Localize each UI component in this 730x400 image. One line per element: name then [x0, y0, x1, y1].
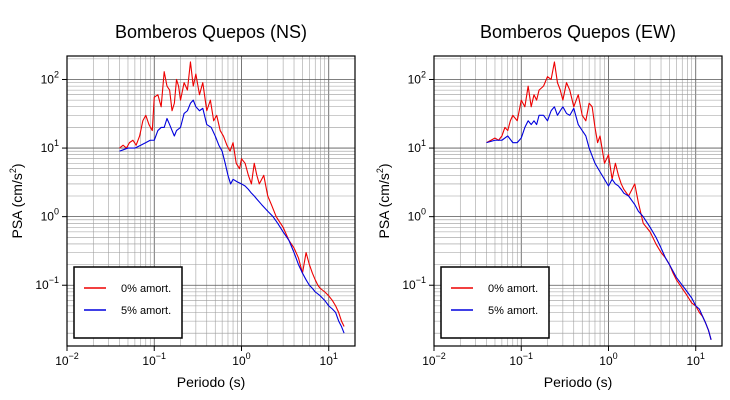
chart-ns-x-tick-base: 10	[232, 354, 246, 368]
chart-ns-plot	[119, 61, 345, 334]
chart-ns-y-tick-label-0: 10−1	[35, 275, 59, 292]
chart-ew-x-tick-exp: −2	[436, 351, 446, 361]
chart-ew-y-tick-label-3: 102	[408, 69, 426, 86]
chart-ns-y-tick-base: 10	[41, 210, 55, 224]
chart-ns-title: Bomberos Quepos (NS)	[115, 22, 307, 42]
chart-ew-x-tick-exp: −1	[523, 351, 533, 361]
chart-ew-y-tick-base: 10	[408, 72, 422, 86]
chart-ns-y-tick-base: 10	[35, 278, 49, 292]
chart-ns-y-tick-base: 10	[41, 72, 55, 86]
chart-ns-legend-label-0: 0% amort.	[121, 283, 171, 295]
chart-ns-y-tick-label-2: 101	[41, 138, 59, 155]
chart-ew-x-tick-base: 10	[599, 354, 613, 368]
chart-ns-y-tick-exp: 1	[54, 138, 59, 148]
chart-ns-x-tick-exp: 1	[333, 351, 338, 361]
chart-ew-ylabel-suffix: )	[376, 163, 392, 168]
chart-ew-ylabel-prefix: PSA (cm/s	[376, 173, 392, 238]
chart-ew-legend: 0% amort. 5% amort.	[440, 266, 550, 339]
chart-ns-x-ticks: 10−2 10−1 100 101	[55, 346, 338, 368]
chart-ns-x-tick-label-3: 101	[320, 351, 338, 368]
chart-ew-plot	[486, 61, 712, 340]
chart-ew-y-tick-label-1: 100	[408, 207, 426, 224]
chart-ew-y-tick-label-2: 101	[408, 138, 426, 155]
chart-ew-ylabel: PSA (cm/s2)	[375, 163, 392, 238]
chart-ew-x-tick-exp: 0	[613, 351, 618, 361]
chart-ew-y-tick-label-0: 10−1	[402, 275, 426, 292]
chart-ns-y-tick-exp: −1	[49, 275, 59, 285]
chart-ew-x-ticks: 10−2 10−1 100 101	[422, 346, 705, 368]
chart-ew-y-tick-base: 10	[408, 210, 422, 224]
chart-ew-legend-label-0: 0% amort.	[488, 283, 538, 295]
chart-ns-series-1-line	[119, 99, 345, 334]
chart-ew-y-tick-base: 10	[402, 278, 416, 292]
chart-ew-x-tick-exp: 1	[700, 351, 705, 361]
chart-ew-x-tick-base: 10	[422, 354, 436, 368]
chart-ew-legend-box	[440, 266, 550, 339]
chart-ns-y-tick-base: 10	[41, 141, 55, 155]
chart-ew-y-tick-exp: 2	[421, 69, 426, 79]
chart-ew-x-tick-base: 10	[509, 354, 523, 368]
chart-ns-x-tick-label-2: 100	[232, 351, 250, 368]
chart-ew-title: Bomberos Quepos (EW)	[480, 22, 676, 42]
chart-ew-series-1-line	[486, 106, 712, 340]
chart-ns-y-tick-exp: 2	[54, 69, 59, 79]
chart-ew-x-tick-label-0: 10−2	[422, 351, 446, 368]
chart-ns-x-tick-base: 10	[55, 354, 69, 368]
chart-ns-grid	[66, 56, 356, 346]
chart-ew-series-0-line	[486, 61, 712, 340]
chart-ew-x-tick-label-1: 10−1	[509, 351, 533, 368]
chart-ns-ylabel-prefix: PSA (cm/s	[9, 173, 25, 238]
chart-ns-y-tick-exp: 0	[54, 207, 59, 217]
chart-ns-x-tick-base: 10	[320, 354, 334, 368]
chart-ew-xlabel: Periodo (s)	[544, 374, 612, 390]
chart-ew-y-tick-exp: 0	[421, 207, 426, 217]
chart-ew: Bomberos Quepos (EW) 10−2 10−1 100 101 10−1…	[375, 22, 723, 390]
chart-ns-y-tick-label-1: 100	[41, 207, 59, 224]
chart-ew-x-tick-base: 10	[687, 354, 701, 368]
chart-ns-legend: 0% amort. 5% amort.	[73, 266, 183, 339]
chart-ew-legend-label-1: 5% amort.	[488, 305, 538, 317]
chart-ew-y-tick-exp: 1	[421, 138, 426, 148]
chart-ns-legend-label-1: 5% amort.	[121, 305, 171, 317]
chart-ns-x-tick-exp: −2	[69, 351, 79, 361]
chart-ew-ylabel-sup: 2	[375, 168, 385, 173]
chart-ns-x-tick-base: 10	[142, 354, 156, 368]
chart-ns-ylabel-suffix: )	[9, 163, 25, 168]
chart-ew-x-tick-label-3: 101	[687, 351, 705, 368]
chart-ew-y-tick-base: 10	[408, 141, 422, 155]
chart-ew-x-tick-label-2: 100	[599, 351, 617, 368]
chart-ns-legend-box	[73, 266, 183, 339]
chart-ew-frame	[433, 55, 723, 347]
chart-ew-y-tick-exp: −1	[416, 275, 426, 285]
chart-ns-series-0-line	[119, 61, 345, 327]
chart-ns-x-tick-label-0: 10−2	[55, 351, 79, 368]
chart-ns-frame	[66, 55, 356, 347]
chart-ns-x-tick-exp: −1	[156, 351, 166, 361]
chart-ns-x-tick-exp: 0	[246, 351, 251, 361]
chart-ns-x-tick-label-1: 10−1	[142, 351, 166, 368]
chart-ns-ylabel: PSA (cm/s2)	[8, 163, 25, 238]
chart-ns-ylabel-sup: 2	[8, 168, 18, 173]
chart-ns-xlabel: Periodo (s)	[177, 374, 245, 390]
chart-ns-y-tick-label-3: 102	[41, 69, 59, 86]
chart-ns: Bomberos Quepos (NS) 10−2 10−1 100 101 10−1…	[8, 22, 356, 390]
